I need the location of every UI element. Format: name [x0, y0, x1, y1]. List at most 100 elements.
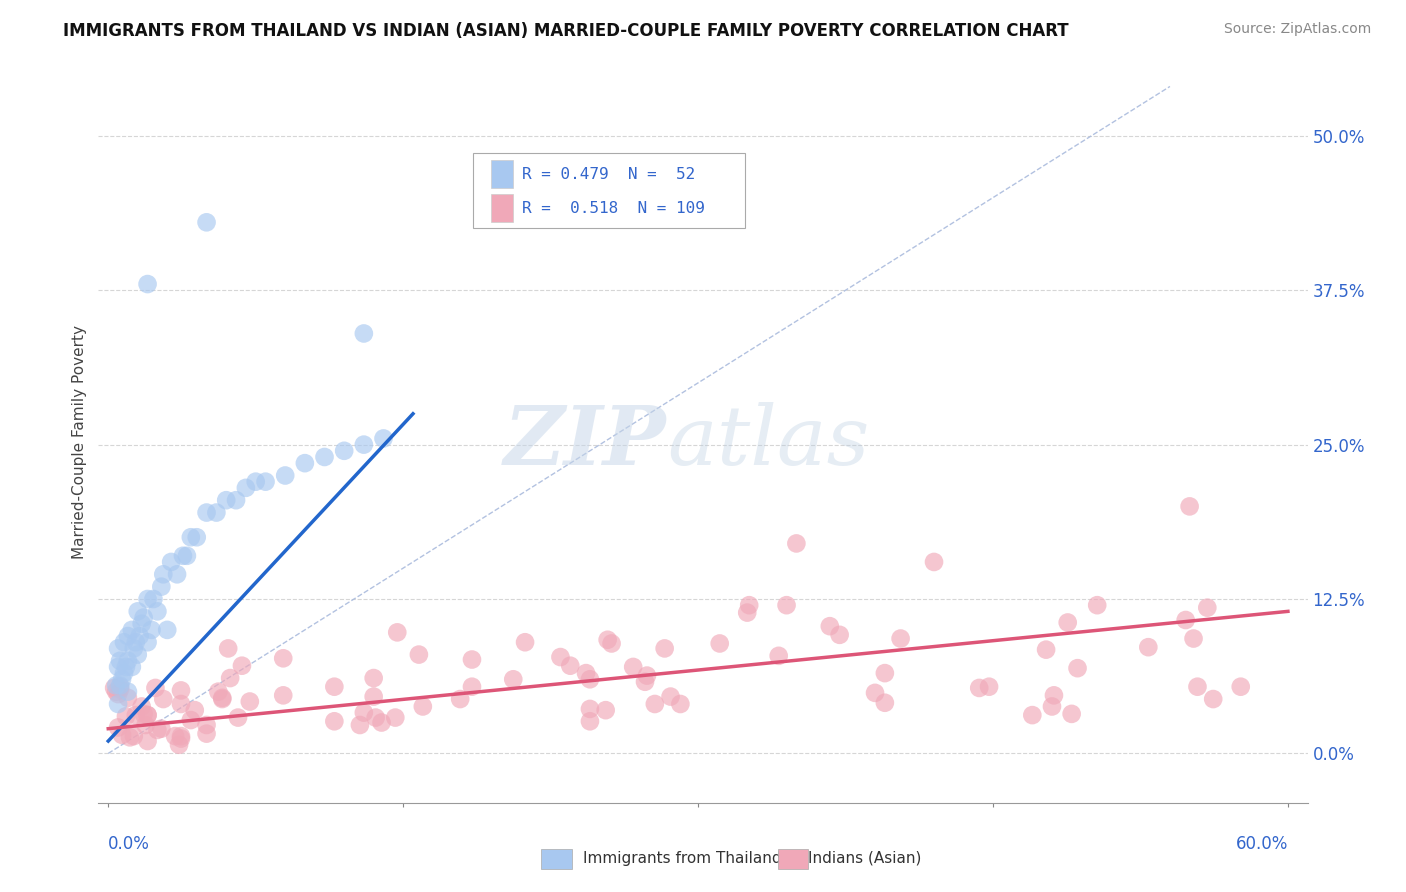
Point: [115, 660, 138, 674]
Point: [112, 666, 135, 681]
Point: [323, 680, 346, 694]
Point: [1035, 642, 1057, 657]
Point: [170, 697, 193, 711]
Point: [1085, 598, 1108, 612]
Point: [127, 604, 149, 618]
Point: [461, 652, 484, 666]
Point: [152, 692, 174, 706]
Point: [184, 703, 207, 717]
Point: [384, 710, 406, 724]
Point: [873, 696, 896, 710]
Point: [160, 555, 183, 569]
Point: [314, 450, 336, 464]
Point: [217, 641, 239, 656]
Point: [513, 635, 536, 649]
Point: [922, 555, 945, 569]
Point: [333, 443, 356, 458]
Point: [785, 536, 807, 550]
Point: [226, 710, 249, 724]
Point: [596, 632, 619, 647]
Point: [131, 616, 153, 631]
Point: [135, 718, 157, 732]
Point: [353, 437, 375, 451]
Point: [231, 658, 253, 673]
Point: [117, 654, 139, 668]
Point: [152, 567, 174, 582]
Point: [180, 530, 202, 544]
Point: [239, 694, 262, 708]
Point: [353, 326, 375, 341]
Point: [107, 641, 129, 656]
Point: [117, 629, 139, 643]
Point: [111, 728, 134, 742]
Point: [636, 668, 658, 682]
Point: [115, 709, 138, 723]
Point: [170, 731, 193, 746]
Point: [211, 690, 233, 705]
Point: [118, 731, 141, 745]
Point: [105, 684, 128, 698]
Point: [172, 549, 194, 563]
Point: [818, 619, 841, 633]
Point: [863, 686, 886, 700]
Point: [738, 598, 761, 612]
Point: [103, 681, 125, 695]
Point: [142, 592, 165, 607]
Point: [136, 277, 159, 291]
Point: [125, 635, 148, 649]
Point: [323, 714, 346, 729]
Point: [294, 456, 316, 470]
Point: [180, 713, 202, 727]
Point: [364, 710, 387, 724]
Text: atlas: atlas: [666, 401, 869, 482]
Point: [967, 681, 990, 695]
Point: [1060, 706, 1083, 721]
Point: [170, 729, 193, 743]
Text: 60.0%: 60.0%: [1236, 835, 1288, 854]
Point: [111, 673, 134, 687]
Point: [186, 530, 208, 544]
Point: [132, 610, 155, 624]
Point: [654, 641, 676, 656]
Point: [122, 729, 145, 743]
Point: [205, 506, 228, 520]
Text: R = 0.479  N =  52: R = 0.479 N = 52: [522, 167, 695, 182]
Point: [211, 692, 233, 706]
Point: [150, 580, 173, 594]
Point: [141, 623, 163, 637]
Point: [195, 506, 218, 520]
Point: [121, 623, 143, 637]
Point: [112, 635, 135, 649]
Point: [890, 632, 912, 646]
Point: [461, 680, 484, 694]
Point: [156, 623, 179, 637]
Point: [1229, 680, 1251, 694]
Point: [373, 432, 395, 446]
Point: [363, 671, 385, 685]
Point: [977, 680, 1000, 694]
Point: [271, 651, 294, 665]
Point: [775, 598, 797, 612]
Point: [136, 635, 159, 649]
Point: [215, 493, 238, 508]
Point: [131, 699, 153, 714]
Point: [235, 481, 257, 495]
Point: [107, 721, 129, 735]
Point: [1066, 661, 1088, 675]
Point: [387, 625, 409, 640]
Y-axis label: Married-Couple Family Poverty: Married-Couple Family Poverty: [72, 325, 87, 558]
Point: [170, 683, 193, 698]
Point: [117, 684, 139, 698]
Point: [107, 660, 129, 674]
Point: [107, 687, 129, 701]
Point: [107, 697, 129, 711]
Point: [136, 708, 159, 723]
Point: [195, 215, 218, 229]
Point: [550, 650, 572, 665]
Text: Immigrants from Thailand: Immigrants from Thailand: [583, 851, 782, 865]
Point: [659, 690, 682, 704]
Point: [1056, 615, 1078, 630]
Point: [271, 689, 294, 703]
Point: [146, 604, 169, 618]
Point: [621, 660, 644, 674]
